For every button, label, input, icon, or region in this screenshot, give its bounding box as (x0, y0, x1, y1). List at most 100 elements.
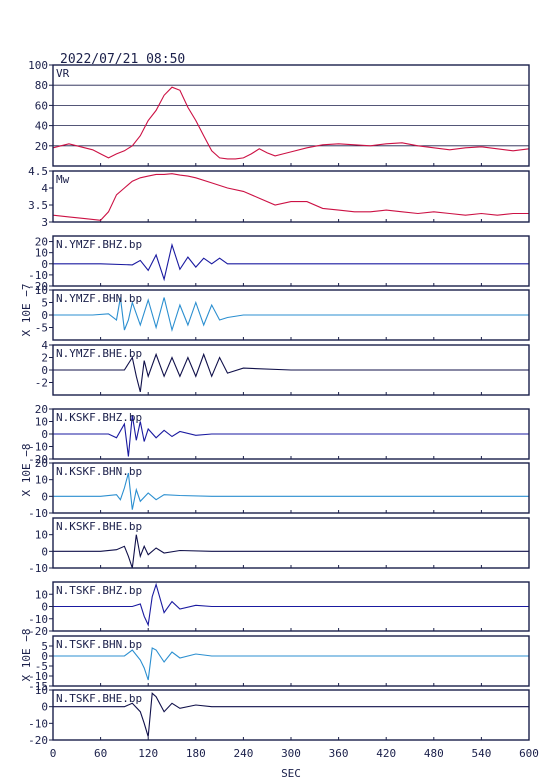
panel-label: N.TSKF.BHZ.bp (56, 584, 142, 597)
panel-frame (52, 635, 530, 687)
panel-frame (52, 517, 530, 569)
series-line (53, 415, 529, 457)
y-tick-label: 10 (35, 474, 48, 487)
y-tick-label: 5 (41, 297, 48, 310)
y-tick-label: -20 (28, 453, 48, 466)
x-tick-label: 60 (94, 747, 107, 760)
y-tick-label: 20 (35, 403, 48, 416)
x-tick-label: 540 (471, 747, 491, 760)
y-tick-label: 0 (41, 650, 48, 663)
panel-frame (52, 170, 530, 223)
y-tick-label: 0 (41, 490, 48, 503)
series-line (53, 647, 529, 681)
panel-frame (52, 344, 530, 396)
timestamp: 2022/07/21 08:50 (60, 52, 185, 67)
y-tick-label: 0 (41, 601, 48, 614)
x-tick-label: 600 (519, 747, 539, 760)
y-tick-label: 0 (41, 309, 48, 322)
y-tick-label: 100 (28, 59, 48, 72)
panel-label: Mw (56, 173, 70, 186)
y-tick-label: 20 (35, 236, 48, 249)
x-axis-label: SEC (281, 767, 301, 780)
y-tick-label: 20 (35, 457, 48, 470)
panel-label: N.YMZF.BHZ.bp (56, 238, 142, 251)
y-tick-label: 0 (41, 258, 48, 271)
panel-mw: 3 3.5 4 4.5 Mw (28, 165, 530, 229)
y-tick-label: 0 (41, 701, 48, 714)
panel-label: N.KSKF.BHN.bp (56, 465, 142, 478)
y-tick-label: -10 (28, 670, 48, 683)
y-tick-label: 80 (35, 79, 48, 92)
panel-frame (52, 462, 530, 514)
series-line (53, 692, 529, 737)
panel-kskf-bhn: -10 0 10 20 N.KSKF.BHN.bp (28, 457, 530, 520)
unit-label: X 10E −8 (20, 444, 33, 497)
panel-frame (52, 581, 530, 632)
x-tick-label: 420 (376, 747, 396, 760)
y-tick-label: 4.5 (28, 165, 48, 178)
y-tick-label: -5 (35, 322, 48, 335)
panel-frame (52, 235, 530, 287)
panel-tskf-bhe: -20 -10 0 10 N.TSKF.BHE.bp (28, 684, 530, 747)
panel-tskf-bhn: -15-10-505 N.TSKF.BHN.bp (28, 635, 530, 693)
panel-label: N.KSKF.BHE.bp (56, 520, 142, 533)
y-tick-label: -20 (28, 625, 48, 638)
y-tick-label: -15 (28, 680, 48, 693)
y-tick-label: 4 (41, 182, 48, 195)
x-tick-label: 240 (233, 747, 253, 760)
y-tick-label: 60 (35, 99, 48, 112)
panel-frame (52, 289, 530, 341)
panel-label: N.YMZF.BHN.bp (56, 292, 142, 305)
y-tick-label: -20 (28, 734, 48, 747)
y-tick-label: -10 (28, 507, 48, 520)
y-tick-label: 0 (41, 428, 48, 441)
y-tick-label: -10 (28, 269, 48, 282)
y-tick-label: -10 (28, 717, 48, 730)
y-tick-label: 0 (41, 364, 48, 377)
y-tick-label: 3 (41, 216, 48, 229)
y-tick-label: 10 (35, 684, 48, 697)
x-tick-label: 120 (138, 747, 158, 760)
series-line (53, 242, 529, 282)
y-tick-label: -2 (35, 377, 48, 390)
x-tick-label: 360 (329, 747, 349, 760)
y-tick-label: -5 (35, 660, 48, 673)
y-tick-label: -10 (28, 441, 48, 454)
x-tick-label: 180 (186, 747, 206, 760)
y-tick-label: 10 (35, 416, 48, 429)
y-tick-label: 10 (35, 284, 48, 297)
panel-frame (52, 64, 530, 167)
y-tick-label: -10 (28, 613, 48, 626)
x-tick-label: 300 (281, 747, 301, 760)
y-tick-label: 10 (35, 529, 48, 542)
panel-frame (52, 408, 530, 460)
unit-label: X 10E −8 (20, 629, 33, 682)
y-tick-label: 10 (35, 588, 48, 601)
y-tick-label: 40 (35, 120, 48, 133)
panel-frame (52, 689, 530, 741)
x-tick-label: 0 (50, 747, 57, 760)
series-line (53, 534, 529, 569)
y-tick-label: 10 (35, 247, 48, 260)
panel-label: N.YMZF.BHE.bp (56, 347, 142, 360)
panel-label: N.KSKF.BHZ.bp (56, 411, 142, 424)
series-line (52, 86, 530, 160)
panel-label: N.TSKF.BHN.bp (56, 638, 142, 651)
y-tick-label: 0 (41, 545, 48, 558)
panel-vr: 20 40 60 80 100 VR (28, 59, 530, 167)
y-tick-label: 4 (41, 339, 48, 352)
y-tick-label: 3.5 (28, 199, 48, 212)
unit-label: X 10E −7 (20, 284, 33, 337)
series-line (53, 472, 529, 510)
panel-kskf-bhe: -10 0 10 N.KSKF.BHE.bp (28, 517, 530, 575)
series-line (53, 352, 529, 393)
series-line (53, 297, 529, 333)
panel-label: VR (56, 67, 70, 80)
series-line (52, 173, 529, 221)
